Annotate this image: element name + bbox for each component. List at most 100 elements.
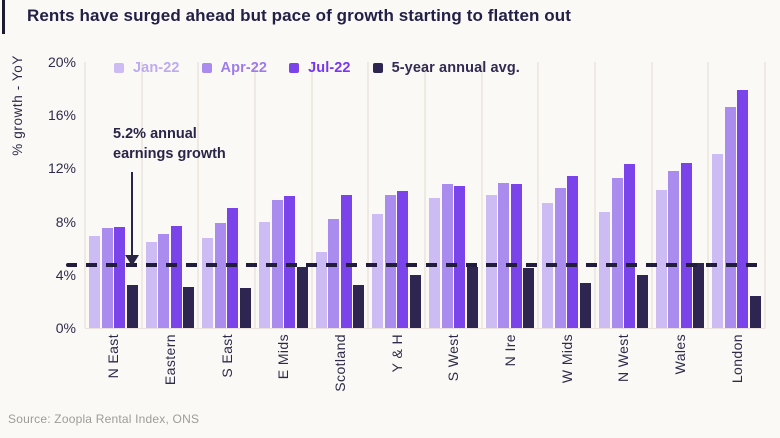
gridline-vertical — [140, 62, 143, 328]
gridline-vertical — [594, 62, 596, 328]
gridline-vertical — [367, 62, 370, 328]
x-tick-label-wales: Wales — [672, 334, 689, 375]
legend-item-jan-22: Jan-22 — [114, 60, 180, 76]
legend-swatch-icon — [114, 63, 124, 73]
y-axis-ticks: 0% 4% 8% 12% 16% 20% — [0, 0, 76, 438]
legend-swatch-icon — [372, 63, 383, 73]
bar-group-n-east — [85, 62, 142, 328]
gridline-vertical — [650, 62, 653, 328]
bar-5-year-annual-avg-n-west — [636, 274, 648, 328]
legend-swatch-icon — [201, 63, 212, 73]
x-axis-baseline — [85, 328, 765, 329]
legend-item-apr-22: Apr-22 — [201, 60, 268, 76]
x-tick-cell: N West — [595, 334, 652, 420]
bar-jan-22-s-west — [429, 197, 441, 328]
x-tick-label-e-mids: E Mids — [275, 334, 292, 380]
y-tick-label: 12% — [47, 160, 76, 177]
bar-jan-22-n-east — [89, 236, 101, 328]
x-tick-label-w-mids: W Mids — [558, 334, 575, 384]
x-tick-label-s-west: S West — [445, 334, 462, 382]
bar-apr-22-wales — [668, 171, 680, 328]
bar-group-e-mids — [255, 62, 312, 328]
legend-swatch-icon — [289, 63, 300, 73]
annotation-line1: 5.2% annual — [113, 126, 197, 142]
bar-5-year-annual-avg-wales — [693, 262, 705, 328]
bar-5-year-annual-avg-y-h — [409, 274, 421, 328]
gridline-vertical — [254, 62, 256, 328]
bar-5-year-annual-avg-scotland — [353, 285, 365, 328]
gridline-vertical — [480, 62, 483, 328]
bar-jan-22-y-h — [372, 213, 384, 328]
bar-jul-22-s-west — [454, 185, 466, 328]
bar-apr-22-y-h — [384, 195, 396, 328]
plot-area — [84, 62, 766, 329]
reference-line — [66, 263, 765, 268]
bar-apr-22-w-mids — [554, 188, 566, 328]
gridline-vertical — [707, 62, 710, 328]
bar-jul-22-y-h — [397, 191, 409, 328]
bar-jul-22-n-east — [114, 226, 126, 328]
bar-jan-22-eastern — [145, 241, 157, 328]
bar-jan-22-n-ire — [485, 195, 497, 328]
legend: Jan-22 Apr-22 Jul-22 5-year annual avg. — [114, 60, 520, 76]
bar-apr-22-london — [724, 107, 736, 328]
bar-group-eastern — [142, 62, 199, 328]
x-tick-label-n-ire: N Ire — [502, 334, 519, 367]
y-tick-label: 4% — [55, 266, 76, 283]
bar-apr-22-n-ire — [498, 183, 510, 328]
gridline-vertical — [84, 62, 86, 328]
bar-5-year-annual-avg-eastern — [183, 286, 195, 328]
gridline-vertical — [424, 62, 426, 328]
bar-jan-22-london — [712, 153, 724, 328]
gridline-vertical — [310, 62, 313, 328]
bar-group-s-west — [425, 62, 482, 328]
legend-label: Jan-22 — [133, 60, 180, 76]
bar-group-scotland — [312, 62, 369, 328]
chart-title: Rents have surged ahead but pace of grow… — [27, 6, 572, 25]
x-tick-label-s-east: S East — [218, 334, 235, 378]
annotation-arrowhead-icon — [125, 255, 139, 266]
x-tick-label-n-east: N East — [105, 334, 122, 379]
bar-group-n-west — [595, 62, 652, 328]
y-tick-label: 20% — [47, 54, 76, 70]
x-tick-label-n-west: N West — [615, 334, 632, 383]
bar-jul-22-wales — [680, 163, 692, 328]
x-tick-cell: N East — [85, 334, 142, 420]
bar-apr-22-scotland — [328, 218, 340, 328]
bar-group-n-ire — [482, 62, 539, 328]
x-tick-cell: W Mids — [538, 334, 595, 420]
bar-jul-22-eastern — [170, 225, 182, 328]
x-tick-cell: London — [708, 334, 765, 420]
bar-group-w-mids — [538, 62, 595, 328]
x-tick-label-london: London — [728, 334, 745, 384]
gridline-vertical — [764, 62, 766, 328]
bar-jan-22-s-east — [202, 237, 214, 328]
bar-group-wales — [652, 62, 709, 328]
bar-5-year-annual-avg-n-east — [126, 285, 138, 328]
gridline-vertical — [537, 62, 540, 328]
legend-item-jul-22: Jul-22 — [289, 60, 351, 76]
bar-jan-22-n-west — [599, 212, 611, 328]
bar-jul-22-n-ire — [510, 184, 522, 328]
x-tick-cell: Eastern — [142, 334, 199, 420]
x-axis-labels: N East Eastern S East E Mids Scotland Y & H S … — [85, 334, 765, 420]
annotation-arrow — [131, 172, 133, 256]
bar-jul-22-s-east — [227, 208, 239, 328]
bar-jul-22-n-west — [624, 164, 636, 328]
bar-apr-22-eastern — [158, 233, 170, 328]
bar-jul-22-scotland — [340, 195, 352, 328]
x-tick-cell: S West — [425, 334, 482, 420]
legend-label: Jul-22 — [308, 60, 351, 76]
bar-group-s-east — [198, 62, 255, 328]
x-tick-cell: Y & H — [368, 334, 425, 420]
x-tick-cell: E Mids — [255, 334, 312, 420]
annotation-label: 5.2% annual earnings growth — [113, 124, 226, 164]
bar-5-year-annual-avg-s-west — [466, 266, 478, 328]
bar-5-year-annual-avg-w-mids — [579, 282, 591, 328]
legend-label: 5-year annual avg. — [391, 60, 520, 76]
bar-group-london — [708, 62, 765, 328]
bar-group-y-h — [368, 62, 425, 328]
bar-apr-22-s-east — [214, 222, 226, 328]
x-tick-cell: Scotland — [312, 334, 369, 420]
